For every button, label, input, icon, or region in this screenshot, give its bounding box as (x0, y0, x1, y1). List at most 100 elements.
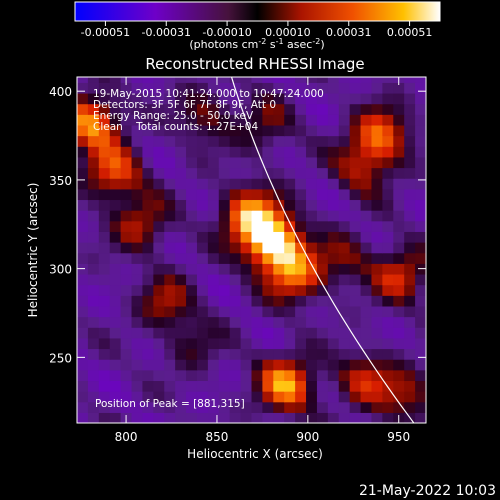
heatmap-cell (175, 401, 187, 413)
heatmap-cell (240, 252, 253, 264)
heatmap-cell (273, 146, 285, 158)
heatmap-cell (404, 92, 416, 105)
heatmap-cell (306, 369, 318, 382)
heatmap-cell (360, 77, 373, 83)
heatmap-cell (360, 103, 373, 115)
heatmap-cell (382, 327, 394, 339)
heatmap-cell (327, 401, 340, 413)
colorbar-gradient (75, 2, 440, 21)
heatmap-cell (327, 135, 340, 147)
heatmap-cell (360, 178, 373, 190)
heatmap-cell (207, 199, 220, 211)
heatmap-cell (207, 369, 220, 382)
heatmap-cell (131, 242, 144, 254)
heatmap-cell (284, 77, 296, 83)
heatmap-cell (349, 82, 362, 94)
heatmap-cell (327, 210, 340, 222)
heatmap-cell (120, 92, 133, 105)
heatmap-cell (382, 242, 394, 254)
heatmap-cell (142, 263, 154, 275)
heatmap-cell (120, 391, 133, 403)
heatmap-cell (109, 124, 122, 137)
heatmap-cell (164, 242, 176, 254)
heatmap-cell (120, 359, 133, 371)
heatmap-cell (175, 305, 187, 318)
heatmap-cell (87, 114, 100, 126)
heatmap-cell (327, 124, 340, 137)
heatmap-cell (207, 348, 220, 360)
heatmap-cell (120, 167, 133, 179)
heatmap-cell (175, 284, 187, 296)
heatmap-cell (316, 316, 329, 328)
heatmap-cell (120, 124, 133, 137)
heatmap-cell (229, 412, 242, 423)
heatmap-cell (284, 401, 296, 413)
heatmap-cell (338, 369, 351, 382)
heatmap-cell (196, 135, 209, 147)
heatmap-cell (240, 156, 253, 169)
heatmap-cell (175, 348, 187, 360)
heatmap-cell (87, 92, 100, 105)
heatmap-cell (262, 146, 274, 158)
heatmap-cell (273, 220, 285, 232)
heatmap-cell (273, 252, 285, 264)
heatmap-cell (109, 263, 122, 275)
annotation-clean: Clean Total counts: 1.27E+04 (93, 121, 258, 133)
heatmap-cell (77, 199, 89, 211)
heatmap-cell (77, 316, 89, 328)
annotation-peak-position: Position of Peak = [881,315] (95, 398, 245, 410)
heatmap-cell (175, 252, 187, 264)
heatmap-cell (109, 188, 122, 201)
heatmap-cell (338, 401, 351, 413)
heatmap-cell (393, 327, 405, 339)
heatmap-cell (382, 284, 394, 296)
heatmap-cell (77, 146, 89, 158)
heatmap-cell (338, 242, 351, 254)
heatmap-cell (207, 178, 220, 190)
heatmap-cell (131, 82, 144, 94)
heatmap-cell (251, 188, 264, 201)
heatmap-cell (404, 82, 416, 94)
heatmap-cell (175, 273, 187, 286)
heatmap-cell (196, 178, 209, 190)
heatmap-cell (186, 199, 198, 211)
heatmap-cell (273, 156, 285, 169)
heatmap-cell (262, 210, 274, 222)
heatmap-cell (327, 391, 340, 403)
heatmap-cell (327, 188, 340, 201)
heatmap-cell (186, 263, 198, 275)
heatmap-cell (164, 77, 176, 83)
heatmap-cell (349, 146, 362, 158)
heatmap-cell (393, 92, 405, 105)
heatmap-cell (327, 327, 340, 339)
heatmap-cell (98, 82, 111, 94)
heatmap-cell (316, 167, 329, 179)
heatmap-cell (109, 178, 122, 190)
heatmap-cell (295, 167, 307, 179)
heatmap-cell (142, 167, 154, 179)
heatmap-cell (131, 124, 144, 137)
heatmap-cell (77, 156, 89, 169)
heatmap-cell (240, 327, 253, 339)
heatmap-cell (284, 252, 296, 264)
heatmap-cell (87, 380, 100, 392)
heatmap-cell (262, 369, 274, 382)
heatmap-cell (327, 369, 340, 382)
heatmap-cell (382, 156, 394, 169)
heatmap-cell (349, 210, 362, 222)
heatmap-cell (186, 167, 198, 179)
heatmap-cell (338, 82, 351, 94)
heatmap-cell (415, 273, 426, 286)
heatmap-cell (338, 199, 351, 211)
heatmap-cell (327, 167, 340, 179)
heatmap-cell (262, 242, 274, 254)
heatmap-cell (371, 401, 383, 413)
heatmap-cell (371, 82, 383, 94)
heatmap-cell (306, 295, 318, 307)
heatmap-cell (349, 103, 362, 115)
heatmap-cell (284, 82, 296, 94)
heatmap-cell (240, 178, 253, 190)
heatmap-cell (229, 295, 242, 307)
heatmap-cell (415, 114, 426, 126)
heatmap-cell (273, 380, 285, 392)
